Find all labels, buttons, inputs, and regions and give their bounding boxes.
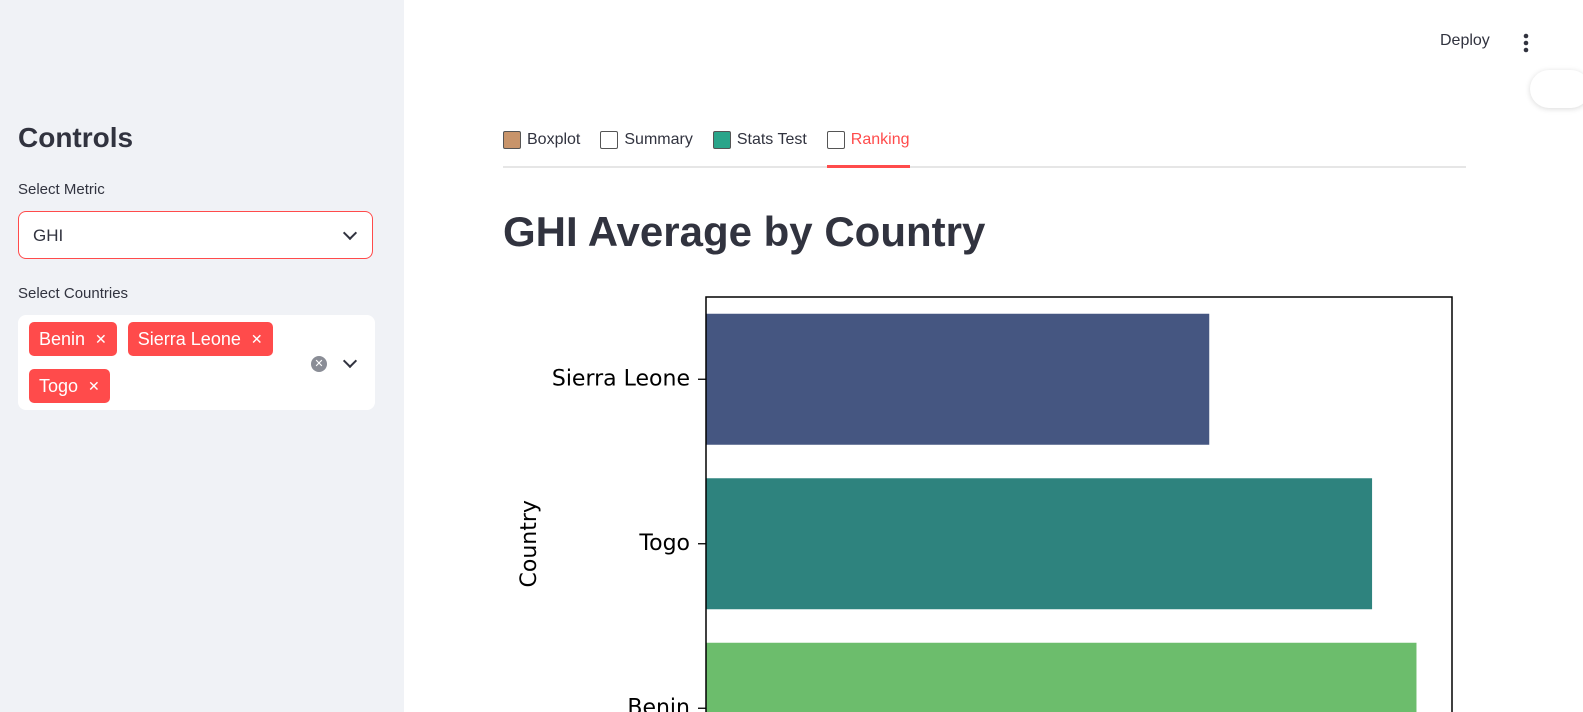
tab-label: Summary xyxy=(624,131,693,148)
tab[interactable]: Ranking xyxy=(826,128,910,168)
sidebar: Controls Select Metric GHI Select Countr… xyxy=(0,0,404,712)
chip-label: Togo xyxy=(39,376,79,396)
chip-remove[interactable]: ✕ xyxy=(95,331,107,347)
menu-button[interactable] xyxy=(1520,33,1532,53)
country-chip[interactable]: Benin ✕ xyxy=(29,322,117,356)
metric-label: Select Metric xyxy=(18,181,105,198)
chip-remove[interactable]: ✕ xyxy=(250,331,263,347)
bar xyxy=(706,313,1210,445)
tab-label: Boxplot xyxy=(527,131,581,148)
tab-icon xyxy=(600,131,619,149)
countries-select[interactable]: Benin ✕ Sierra Leone ✕ Togo ✕ ✕ xyxy=(18,315,375,410)
country-chip[interactable]: Sierra Leone ✕ xyxy=(127,322,273,356)
tab-icon xyxy=(503,131,521,149)
y-axis-label: Country xyxy=(517,500,542,587)
clear-button[interactable]: ✕ xyxy=(311,356,327,372)
tab-bar: Boxplot Summary Stats Test Ranking xyxy=(503,128,1466,168)
countries-label: Select Countries xyxy=(18,285,129,302)
chip-remove[interactable]: ✕ xyxy=(88,378,100,394)
chip-list: Benin ✕ Sierra Leone ✕ Togo ✕ xyxy=(29,322,299,403)
y-tick-label: Togo xyxy=(638,531,690,556)
metric-value: GHI xyxy=(33,226,64,245)
bar xyxy=(706,642,1417,712)
y-tick-label: Sierra Leone xyxy=(552,366,690,391)
tab-label: Stats Test xyxy=(736,131,807,148)
tab-label: Ranking xyxy=(850,131,910,148)
deploy-button[interactable]: Deploy xyxy=(1440,32,1490,49)
chip-label: Benin xyxy=(39,329,86,349)
chart-title: GHI Average by Country xyxy=(503,208,986,255)
y-tick-label: Benin xyxy=(627,695,690,712)
metric-select[interactable]: GHI xyxy=(18,211,373,259)
chip-label: Sierra Leone xyxy=(137,329,241,349)
tab[interactable]: Boxplot xyxy=(503,128,580,166)
tab[interactable]: Stats Test xyxy=(712,128,807,166)
floating-badge[interactable] xyxy=(1530,70,1583,108)
tab[interactable]: Summary xyxy=(600,128,693,166)
tab-icon xyxy=(826,131,845,149)
plot-frame xyxy=(705,296,1453,712)
bar xyxy=(706,478,1373,610)
country-chip[interactable]: Togo ✕ xyxy=(29,369,110,403)
tab-icon xyxy=(712,131,731,149)
sidebar-title: Controls xyxy=(18,122,134,153)
